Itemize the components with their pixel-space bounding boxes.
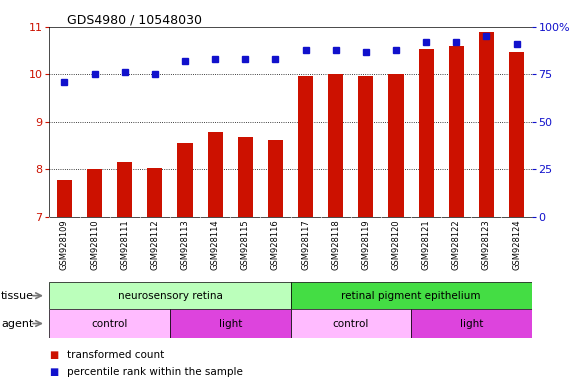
Bar [290,309,411,338]
Text: GSM928113: GSM928113 [181,219,189,270]
Bar [87,169,102,217]
Bar [49,282,290,309]
Text: percentile rank within the sample: percentile rank within the sample [67,367,243,377]
Bar [207,132,223,217]
Text: control: control [332,318,369,329]
Bar [358,76,374,217]
Bar [509,52,524,217]
Text: GSM928120: GSM928120 [392,219,400,270]
Text: GSM928121: GSM928121 [422,219,431,270]
Text: retinal pigment epithelium: retinal pigment epithelium [341,291,481,301]
Text: GSM928123: GSM928123 [482,219,491,270]
Bar [411,309,532,338]
Text: GSM928111: GSM928111 [120,219,129,270]
Text: GSM928119: GSM928119 [361,219,370,270]
Text: GSM928116: GSM928116 [271,219,280,270]
Bar [49,309,170,338]
Bar [148,169,163,217]
Text: ■: ■ [49,367,59,377]
Text: agent: agent [1,318,34,329]
Text: transformed count: transformed count [67,350,164,360]
Bar [117,162,132,217]
Text: tissue: tissue [1,291,34,301]
Text: GSM928124: GSM928124 [512,219,521,270]
Text: control: control [91,318,128,329]
Text: light: light [460,318,483,329]
Text: GSM928110: GSM928110 [90,219,99,270]
Bar [328,74,343,217]
Bar [177,143,192,217]
Text: neurosensory retina: neurosensory retina [117,291,223,301]
Bar [290,282,532,309]
Bar [298,76,313,217]
Text: GSM928118: GSM928118 [331,219,340,270]
Bar [479,31,494,217]
Text: GSM928112: GSM928112 [150,219,159,270]
Bar [268,139,283,217]
Text: ■: ■ [49,350,59,360]
Bar [57,180,72,217]
Text: GSM928122: GSM928122 [452,219,461,270]
Bar [449,46,464,217]
Bar [418,49,433,217]
Text: GSM928109: GSM928109 [60,219,69,270]
Text: GDS4980 / 10548030: GDS4980 / 10548030 [67,13,202,26]
Text: light: light [218,318,242,329]
Bar [238,137,253,217]
Text: GSM928115: GSM928115 [241,219,250,270]
Text: GSM928117: GSM928117 [301,219,310,270]
Bar [170,309,290,338]
Text: GSM928114: GSM928114 [211,219,220,270]
Bar [389,74,404,217]
